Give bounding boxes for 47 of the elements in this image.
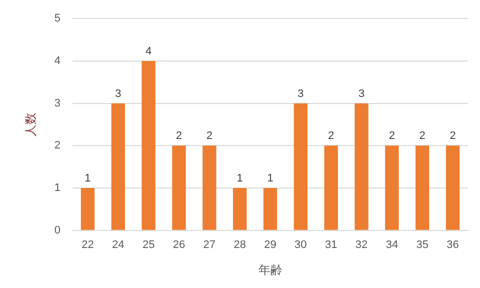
bar <box>232 188 247 230</box>
bar <box>416 146 430 230</box>
data-label: 2 <box>450 130 456 142</box>
x-tick-label: 22 <box>82 239 94 252</box>
data-label: 1 <box>236 172 243 185</box>
y-tick-label: 0 <box>54 224 61 236</box>
x-tick-label: 31 <box>324 239 338 252</box>
x-tick-label: 27 <box>203 239 216 252</box>
data-label: 1 <box>267 172 274 185</box>
bar <box>142 60 156 230</box>
x-tick-label: 30 <box>294 239 307 252</box>
x-tick-label: 36 <box>446 239 459 252</box>
x-tick-label: 29 <box>264 239 276 252</box>
x-tick-label: 28 <box>234 239 246 252</box>
bar <box>172 146 186 230</box>
data-label: 2 <box>328 130 334 142</box>
y-tick-label: 5 <box>54 12 61 25</box>
y-tick-label: 1 <box>54 182 61 194</box>
y-tick-label: 4 <box>54 54 61 67</box>
x-tick-label: 32 <box>355 239 368 252</box>
x-tick-label: 26 <box>172 239 186 252</box>
x-tick-label: 24 <box>112 239 124 252</box>
bar <box>263 188 278 230</box>
data-label: 4 <box>146 45 152 58</box>
data-label: 2 <box>419 130 426 142</box>
x-axis-title: 年齢 <box>258 263 282 278</box>
data-label: 3 <box>115 88 122 100</box>
x-tick-label: 35 <box>416 239 428 252</box>
bar <box>80 188 95 230</box>
y-tick-label: 3 <box>54 97 61 110</box>
bar <box>354 103 368 230</box>
bar <box>385 146 399 230</box>
x-tick-label: 34 <box>386 239 398 252</box>
bar <box>202 146 216 230</box>
bar <box>324 146 338 230</box>
bar <box>294 103 308 230</box>
bar <box>446 146 460 230</box>
data-label: 1 <box>84 172 91 185</box>
y-tick-label: 2 <box>54 140 61 152</box>
data-label: 2 <box>176 130 182 142</box>
data-label: 3 <box>298 88 304 100</box>
x-tick-label: 25 <box>142 239 155 252</box>
y-axis-title: 人数 <box>24 112 38 136</box>
data-label: 2 <box>206 130 212 142</box>
data-label: 2 <box>388 130 396 142</box>
bar <box>111 103 125 230</box>
data-label: 3 <box>358 88 365 100</box>
